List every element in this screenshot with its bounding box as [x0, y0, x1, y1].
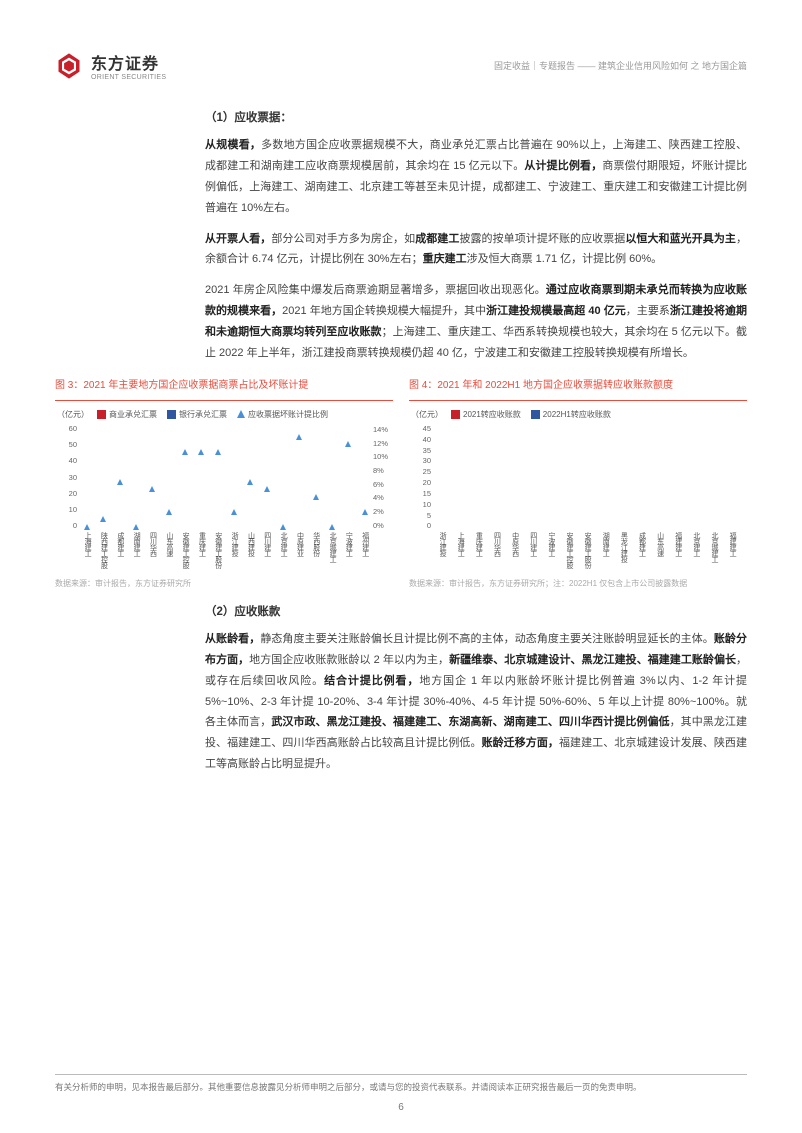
page-header: 东方证券 ORIENT SECURITIES 固定收益｜专题报告 —— 建筑企业…	[55, 50, 747, 81]
chart3-xlabels: 上海建工陕西建工控股成都建工湖南建工四川华西山东高速安徽建工控股重庆建工安徽建工…	[79, 532, 373, 572]
logo-cn: 东方证券	[91, 50, 166, 74]
page-number: 6	[0, 1102, 802, 1113]
doc-meta: 固定收益｜专题报告 —— 建筑企业信用风险如何 之 地方国企篇	[494, 59, 747, 72]
section1-p3: 2021 年房企风险集中爆发后商票逾期显著增多，票据回收出现恶化。通过应收商票到…	[205, 280, 747, 364]
chart3-area: （亿元） 商业承兑汇票 银行承兑汇票 应收票据坏账计提比例 0102030405…	[55, 407, 393, 572]
section1-title: （1）应收票据：	[205, 109, 747, 125]
section1-p2: 从开票人看，部分公司对手方多为房企，如成都建工披露的按单项计提坏账的应收票据以恒…	[205, 229, 747, 271]
section2-p1: 从账龄看，静态角度主要关注账龄偏长且计提比例不高的主体，动态角度主要关注账龄明显…	[205, 629, 747, 775]
chart3-ylabel: （亿元）	[57, 409, 89, 420]
chart3-legend: 商业承兑汇票 银行承兑汇票 应收票据坏账计提比例	[97, 409, 328, 420]
charts-row: 图 3：2021 年主要地方国企应收票据商票占比及坏账计提 （亿元） 商业承兑汇…	[55, 376, 747, 589]
chart4-area: （亿元） 2021转应收账款 2022H1转应收账款 0510152025303…	[409, 407, 747, 572]
chart3-body	[79, 425, 373, 530]
page-footer: 有关分析师的申明，见本报告最后部分。其他重要信息披露见分析师申明之后部分，或请与…	[55, 1074, 747, 1093]
chart3-source: 数据来源：审计报告，东方证券研究所	[55, 578, 393, 589]
content-body-2: （2）应收账款 从账龄看，静态角度主要关注账龄偏长且计提比例不高的主体，动态角度…	[55, 603, 747, 775]
chart4-legend: 2021转应收账款 2022H1转应收账款	[451, 409, 611, 420]
chart4: 图 4：2021 年和 2022H1 地方国企应收票据转应收账款额度 （亿元） …	[409, 376, 747, 589]
logo-icon	[55, 52, 83, 80]
chart3-title: 图 3：2021 年主要地方国企应收票据商票占比及坏账计提	[55, 376, 393, 394]
chart4-xlabels: 浙江建投上海建工重庆建工四川华西中原华西四川建工宁波建工安徽建工控股安徽建工股份…	[433, 532, 741, 572]
chart4-title: 图 4：2021 年和 2022H1 地方国企应收票据转应收账款额度	[409, 376, 747, 394]
chart4-source: 数据来源：审计报告，东方证券研究所；注：2022H1 仅包含上市公司披露数据	[409, 578, 747, 589]
footer-text: 有关分析师的申明，见本报告最后部分。其他重要信息披露见分析师申明之后部分，或请与…	[55, 1081, 747, 1093]
chart4-yticks: 051015202530354045	[409, 425, 431, 530]
chart4-ylabel: （亿元）	[411, 409, 443, 420]
section1-p1: 从规模看，多数地方国企应收票据规模不大，商业承兑汇票占比普遍在 90%以上，上海…	[205, 135, 747, 219]
chart3-yticks: 0102030405060	[55, 425, 77, 530]
section2-title: （2）应收账款	[205, 603, 747, 619]
content-body: （1）应收票据： 从规模看，多数地方国企应收票据规模不大，商业承兑汇票占比普遍在…	[55, 109, 747, 364]
chart3: 图 3：2021 年主要地方国企应收票据商票占比及坏账计提 （亿元） 商业承兑汇…	[55, 376, 393, 589]
chart3-yticks-right: 0%2%4%6%8%10%12%14%	[373, 425, 393, 530]
logo-en: ORIENT SECURITIES	[91, 74, 166, 81]
logo-block: 东方证券 ORIENT SECURITIES	[55, 50, 166, 81]
chart4-body	[433, 425, 741, 530]
